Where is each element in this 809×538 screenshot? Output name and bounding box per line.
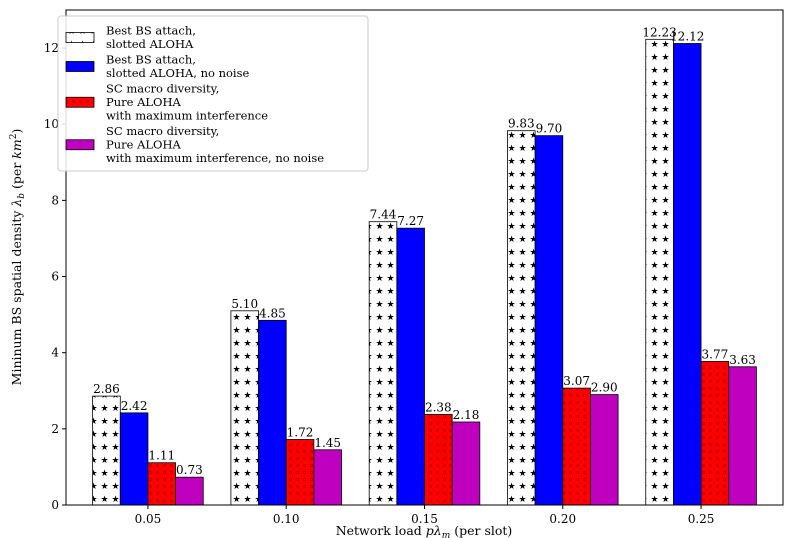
bar-s2-0.25	[673, 43, 702, 506]
y-axis: 0 2 4 6 8 10 12	[44, 41, 66, 512]
bar-s3-0.25	[700, 361, 730, 506]
legend-swatch	[65, 32, 95, 43]
legend-label: Pure ALOHA	[106, 95, 182, 109]
bar-value-label: 2.38	[425, 400, 452, 414]
bar-value-label: 7.27	[397, 214, 424, 228]
x-tick-label: 0.10	[273, 512, 300, 526]
legend-label: with maximum interference	[106, 109, 268, 123]
bar-s1-0.25	[645, 38, 674, 506]
bar-value-label: 3.63	[729, 353, 756, 367]
bar-value-label: 1.72	[287, 426, 314, 440]
bar-s4-0.25	[728, 366, 757, 506]
x-tick-label: 0.15	[411, 512, 438, 526]
bar-value-label: 2.86	[93, 382, 120, 396]
bar-s3-0.10	[285, 439, 315, 506]
x-tick-label: 0.25	[688, 512, 715, 526]
bar-value-label: 1.11	[148, 449, 175, 463]
y-tick-label: 0	[51, 498, 59, 512]
bar-s4-0.20	[590, 394, 619, 506]
bar-value-label: 3.77	[702, 347, 729, 361]
y-axis-title: Mininum BS spatial density λb (per km2)	[9, 129, 27, 386]
bars-group	[92, 38, 757, 506]
legend-label: Pure ALOHA	[106, 138, 182, 152]
bar-value-label: 1.45	[314, 436, 341, 450]
bar-value-label: 12.12	[670, 30, 704, 44]
bar-value-label: 2.90	[591, 381, 618, 395]
y-tick-label: 12	[44, 41, 59, 55]
y-tick-label: 10	[44, 117, 59, 131]
x-axis-title: Network load pλm (per slot)	[336, 523, 513, 538]
legend-label: slotted ALOHA	[106, 37, 194, 51]
bar-value-label: 9.83	[508, 117, 535, 131]
bar-value-label: 0.73	[176, 463, 203, 477]
bar-s2-0.20	[534, 135, 564, 506]
bar-s1-0.10	[230, 310, 259, 506]
bar-s2-0.05	[119, 412, 149, 506]
legend-label: SC macro diversity,	[106, 124, 219, 138]
bar-s2-0.15	[396, 227, 425, 506]
legend-swatch	[65, 96, 95, 108]
legend-label: SC macro diversity,	[106, 82, 219, 96]
bar-value-label: 2.18	[453, 408, 480, 422]
legend-label: Best BS attach,	[106, 53, 196, 67]
legend-label: Best BS attach,	[106, 24, 196, 38]
bar-value-label: 12.23	[642, 25, 676, 39]
bar-s4-0.10	[313, 449, 342, 506]
y-tick-label: 8	[51, 193, 59, 207]
bar-s3-0.20	[562, 387, 591, 506]
legend-swatch	[65, 139, 95, 151]
bar-s4-0.05	[175, 476, 204, 506]
legend-label: slotted ALOHA, no noise	[106, 66, 249, 80]
y-tick-label: 2	[51, 422, 59, 436]
y-tick-label: 4	[51, 346, 59, 360]
legend-swatch	[65, 61, 95, 72]
bar-value-label: 5.10	[231, 297, 258, 311]
bar-value-label: 4.85	[259, 306, 286, 320]
legend-label: with maximum interference, no noise	[106, 151, 324, 165]
bar-s4-0.15	[451, 421, 481, 506]
bar-value-label: 3.07	[563, 374, 590, 388]
bar-value-label: 9.70	[536, 122, 563, 136]
bar-value-label: 7.44	[370, 208, 397, 222]
data-labels-group: 2.862.42 1.110.73 5.104.85 1.721.45 7.44 7.27…	[93, 25, 756, 477]
bar-s1-0.15	[368, 221, 398, 506]
bar-s1-0.20	[507, 130, 536, 506]
bar-value-label: 2.42	[121, 399, 148, 413]
bar-s2-0.10	[258, 319, 287, 506]
x-tick-label: 0.20	[549, 512, 576, 526]
legend-box	[57, 15, 369, 172]
bar-s3-0.15	[424, 413, 453, 506]
bar-s1-0.05	[92, 395, 121, 506]
x-axis: 0.05 0.10 0.15 0.20 0.25	[135, 505, 715, 526]
y-tick-label: 6	[51, 270, 59, 284]
bar-s3-0.05	[147, 462, 176, 506]
x-tick-label: 0.05	[135, 512, 162, 526]
